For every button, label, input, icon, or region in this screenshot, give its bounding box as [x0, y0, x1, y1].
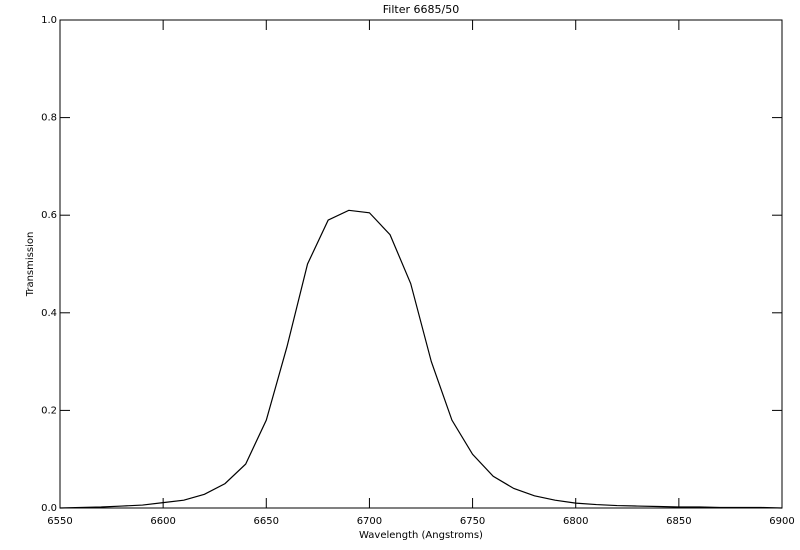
x-tick-label: 6850 [666, 516, 691, 527]
plot-frame [59, 19, 783, 509]
y-tick-label: 0.6 [41, 210, 57, 221]
y-tick-label: 0.8 [41, 113, 57, 124]
y-tick-label: 1.0 [41, 15, 57, 26]
x-tick-label: 6550 [47, 516, 72, 527]
x-tick-label: 6800 [563, 516, 588, 527]
y-tick-label: 0.4 [41, 308, 57, 319]
x-axis-label: Wavelength (Angstroms) [359, 530, 483, 541]
x-tick-label: 6700 [357, 516, 382, 527]
x-tick-label: 6650 [254, 516, 279, 527]
line-series [59, 209, 783, 509]
y-tick-label: 0.2 [41, 405, 57, 416]
x-tick-label: 6600 [150, 516, 175, 527]
chart-title: Filter 6685/50 [383, 3, 459, 16]
y-axis-label: Transmission [25, 232, 36, 298]
x-tick-label: 6750 [460, 516, 485, 527]
y-tick-label: 0.0 [41, 503, 57, 514]
x-tick-label: 6900 [769, 516, 794, 527]
